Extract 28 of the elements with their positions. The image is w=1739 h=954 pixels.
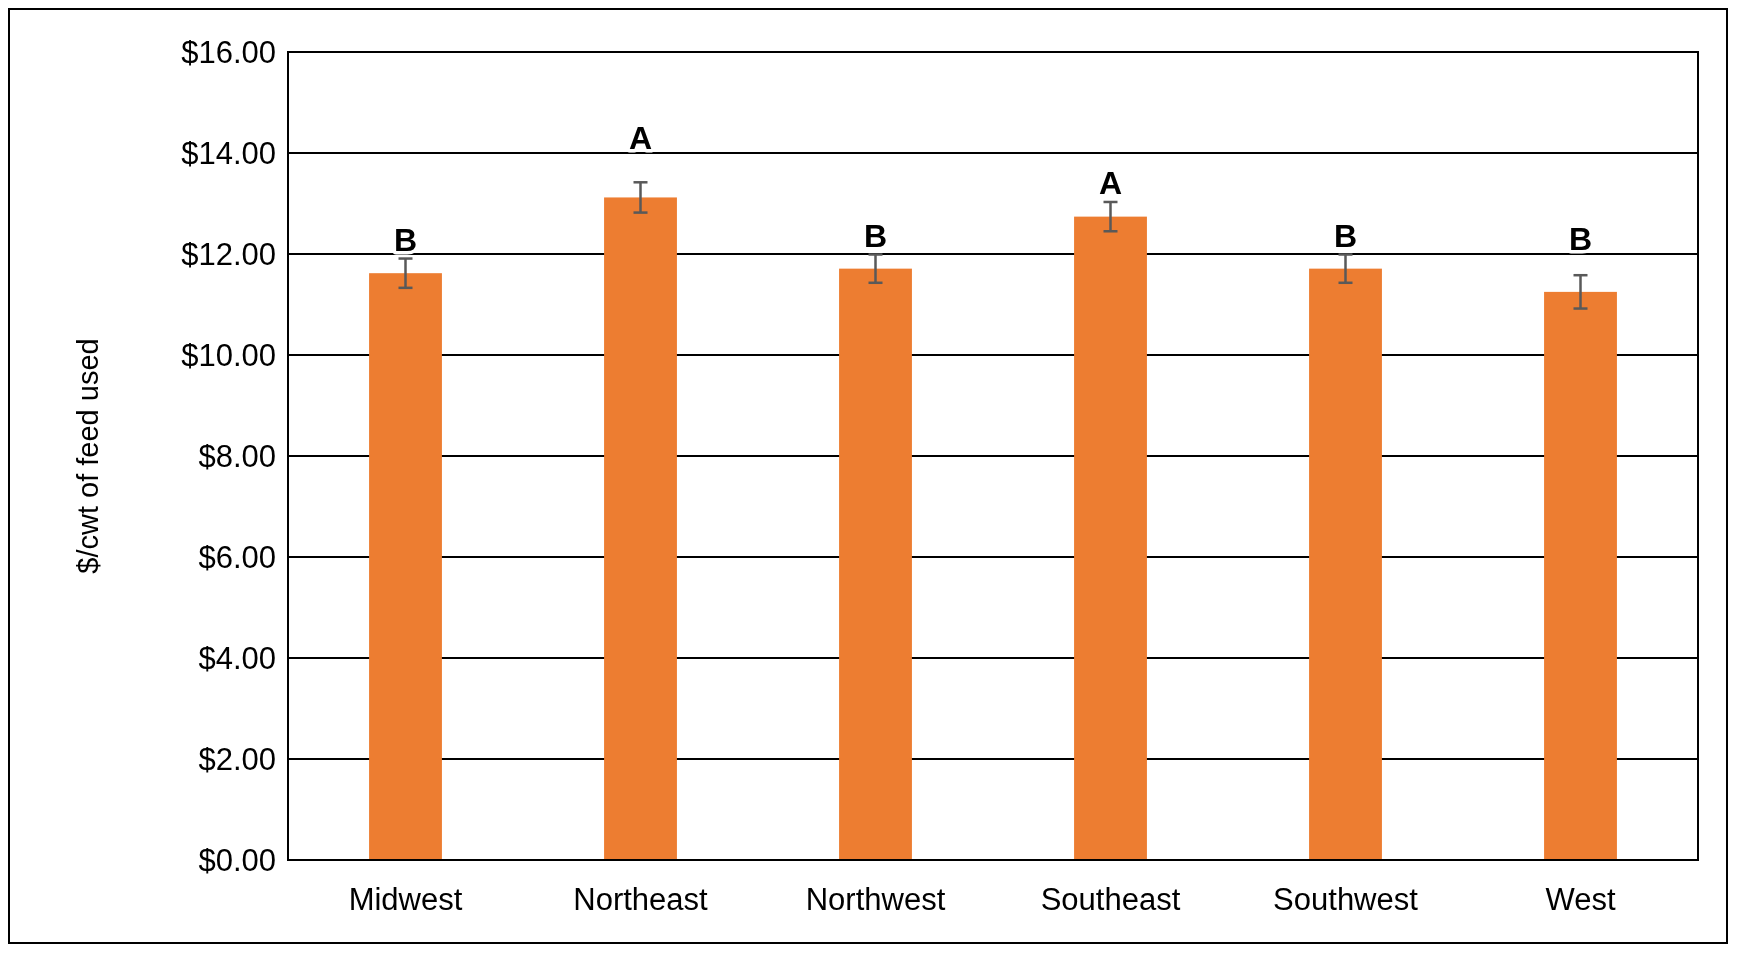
- y-axis-title: $/cwt of feed used: [72, 338, 104, 574]
- y-tick-label: $6.00: [198, 539, 276, 575]
- annotation: B: [863, 217, 888, 254]
- y-tick-label: $12.00: [181, 236, 276, 272]
- y-tick-label: $8.00: [198, 438, 276, 474]
- y-tick-label: $16.00: [181, 34, 276, 70]
- annotation: B: [1568, 221, 1593, 257]
- annotation: B: [1333, 217, 1358, 254]
- annotation: B: [393, 221, 418, 258]
- bar: [1074, 216, 1147, 860]
- bar: [1544, 291, 1617, 860]
- bar: [839, 268, 912, 860]
- x-tick-label: Northeast: [573, 882, 709, 917]
- annotation: A: [1098, 164, 1123, 201]
- x-tick-label: Northwest: [805, 882, 946, 917]
- bar: [1309, 268, 1382, 860]
- x-tick-label: Southwest: [1273, 882, 1419, 917]
- y-tick-label: $14.00: [181, 135, 276, 171]
- bar: [369, 273, 442, 860]
- y-tick-label: $4.00: [198, 640, 276, 676]
- y-tick-label: $10.00: [181, 337, 276, 373]
- annotation: A: [628, 120, 653, 156]
- y-tick-label: $2.00: [198, 741, 276, 777]
- x-tick-label: West: [1545, 882, 1616, 917]
- x-tick-label: Midwest: [348, 882, 463, 917]
- x-tick-label: Southeast: [1040, 882, 1181, 917]
- bar: [604, 197, 677, 860]
- y-tick-label: $0.00: [198, 842, 276, 878]
